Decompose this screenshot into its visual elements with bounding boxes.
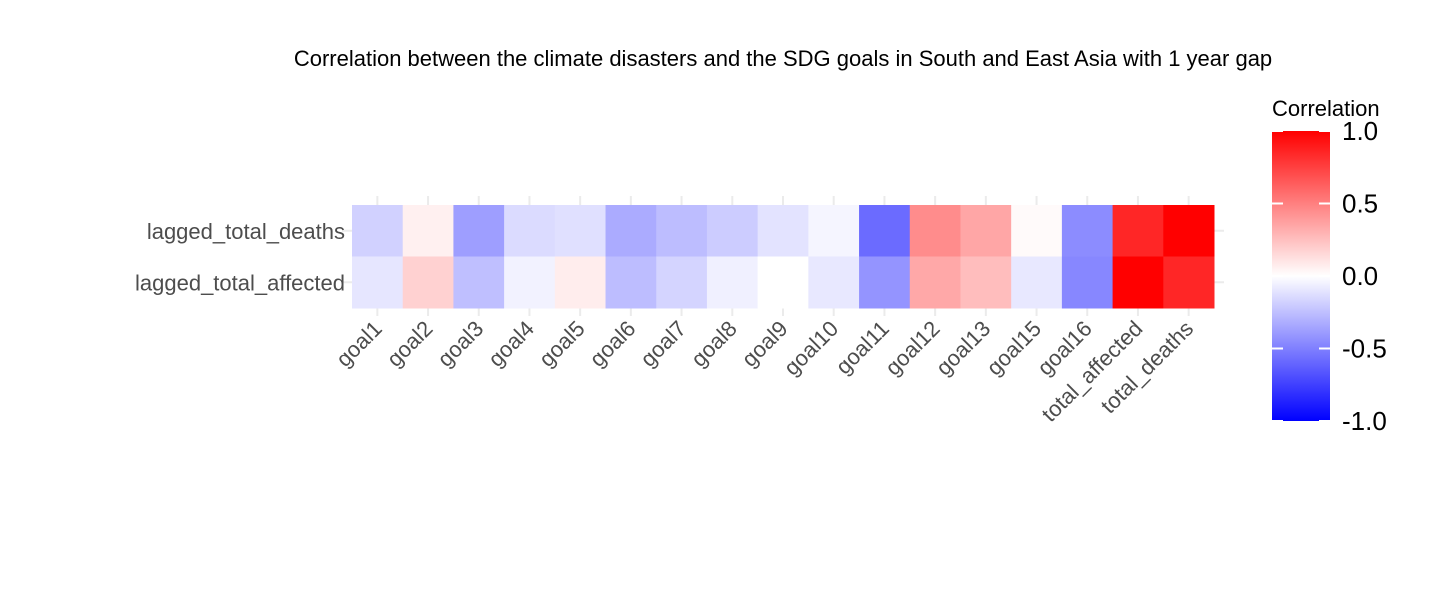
legend-tick-label: 0.0 [1342,261,1378,291]
legend: Correlation 1.0 0.5 0.0 -0.5 -1.0 [1272,96,1387,436]
heatmap-cell-lagged_total_affected-goal6 [605,256,657,309]
heatmap-cell-lagged_total_affected-goal13 [960,256,1012,309]
legend-title: Correlation [1272,96,1380,121]
x-tick-labels: goal1goal2goal3goal4goal5goal6goal7goal8… [331,316,1198,427]
heatmap-cell-lagged_total_deaths-goal10 [808,205,860,257]
legend-ticks: 1.0 0.5 0.0 -0.5 -1.0 [1272,116,1387,436]
legend-tick-label: 1.0 [1342,116,1378,146]
x-tick-label: goal12 [880,316,944,380]
x-tick-label: goal4 [483,316,539,372]
y-tick-label: lagged_total_deaths [147,219,345,244]
heatmap-cell-lagged_total_affected-goal4 [504,256,556,309]
y-tick-label: lagged_total_affected [135,270,345,295]
heatmap-cell-lagged_total_affected-goal3 [453,256,505,309]
heatmap-cell-lagged_total_deaths-goal15 [1011,205,1063,257]
heatmap-cell-lagged_total_affected-total_deaths [1163,256,1215,309]
x-tick-label: goal3 [433,316,489,372]
heatmap-cell-lagged_total_deaths-goal3 [453,205,505,257]
x-tick-label: goal7 [635,316,691,372]
heatmap-cell-lagged_total_affected-goal1 [352,256,404,309]
x-tick-label: goal10 [779,316,843,380]
heatmap-cell-lagged_total_deaths-goal12 [909,205,961,257]
heatmap-cell-lagged_total_affected-goal2 [402,256,454,309]
heatmap-cells [352,205,1215,309]
heatmap-cell-lagged_total_deaths-goal13 [960,205,1012,257]
heatmap-cell-lagged_total_deaths-goal7 [656,205,708,257]
heatmap-cell-lagged_total_affected-goal12 [909,256,961,309]
legend-tick-label: -0.5 [1342,334,1387,364]
heatmap-cell-lagged_total_deaths-total_deaths [1163,205,1215,257]
legend-tick-label: 0.5 [1342,189,1378,219]
x-tick-label: goal15 [982,316,1046,380]
heatmap-cell-lagged_total_deaths-goal5 [554,205,607,257]
heatmap-cell-lagged_total_affected-goal8 [706,256,759,309]
x-tick-label: goal8 [686,316,742,372]
x-tick-label: goal5 [534,316,590,372]
heatmap-cell-lagged_total_affected-goal9 [757,256,809,309]
heatmap-cell-lagged_total_deaths-goal16 [1061,205,1114,257]
x-tick-label: goal6 [585,316,641,372]
legend-tick-label: -1.0 [1342,406,1387,436]
heatmap-cell-lagged_total_deaths-goal1 [352,205,404,257]
heatmap-cell-lagged_total_affected-total_affected [1112,256,1164,309]
heatmap-cell-lagged_total_affected-goal7 [656,256,708,309]
chart-title: Correlation between the climate disaster… [294,46,1272,71]
heatmap-cell-lagged_total_deaths-goal2 [402,205,454,257]
heatmap-cell-lagged_total_affected-goal10 [808,256,860,309]
heatmap-cell-lagged_total_deaths-goal4 [504,205,556,257]
heatmap-cell-lagged_total_affected-goal16 [1061,256,1114,309]
heatmap-cell-lagged_total_deaths-goal11 [859,205,911,257]
heatmap-cell-lagged_total_deaths-goal6 [605,205,657,257]
heatmap-cell-lagged_total_affected-goal15 [1011,256,1063,309]
heatmap-cell-lagged_total_deaths-goal9 [757,205,809,257]
x-tick-label: goal11 [831,316,894,379]
heatmap-cell-lagged_total_deaths-goal8 [706,205,759,257]
heatmap-cell-lagged_total_affected-goal11 [859,256,911,309]
heatmap-cell-lagged_total_affected-goal5 [554,256,607,309]
x-tick-label: goal13 [931,316,995,380]
y-tick-labels: lagged_total_deaths lagged_total_affected [135,219,345,296]
heatmap-cell-lagged_total_deaths-total_affected [1112,205,1164,257]
x-tick-label: goal2 [382,316,438,372]
x-tick-label: goal1 [331,316,387,372]
